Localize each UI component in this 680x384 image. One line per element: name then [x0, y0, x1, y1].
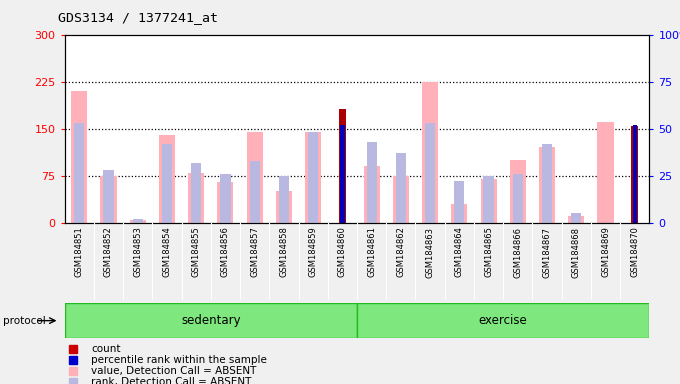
Text: GSM184870: GSM184870 — [630, 227, 639, 277]
Bar — [513, 174, 523, 223]
Bar — [632, 125, 637, 223]
Bar — [103, 170, 114, 223]
Text: rank, Detection Call = ABSENT: rank, Detection Call = ABSENT — [91, 377, 252, 384]
Bar — [568, 217, 584, 223]
Text: GSM184868: GSM184868 — [572, 227, 581, 278]
Bar — [631, 126, 639, 223]
Bar — [452, 204, 467, 223]
Bar — [101, 176, 116, 223]
Bar — [65, 303, 357, 338]
Bar — [539, 147, 555, 223]
Text: GSM184853: GSM184853 — [133, 227, 142, 277]
Text: GSM184864: GSM184864 — [455, 227, 464, 277]
Text: GSM184869: GSM184869 — [601, 227, 610, 277]
Bar — [71, 91, 87, 223]
Text: GSM184854: GSM184854 — [163, 227, 171, 277]
Text: GSM184851: GSM184851 — [75, 227, 84, 277]
Bar — [598, 122, 613, 223]
Bar — [220, 174, 231, 223]
Text: GSM184867: GSM184867 — [543, 227, 551, 278]
Text: GSM184855: GSM184855 — [192, 227, 201, 277]
Text: protocol: protocol — [3, 316, 46, 326]
Text: GSM184852: GSM184852 — [104, 227, 113, 277]
Bar — [454, 181, 464, 223]
Text: exercise: exercise — [479, 314, 528, 327]
Text: GSM184866: GSM184866 — [513, 227, 522, 278]
Text: GDS3134 / 1377241_at: GDS3134 / 1377241_at — [58, 12, 218, 25]
Text: GSM184863: GSM184863 — [426, 227, 435, 278]
Text: GSM184860: GSM184860 — [338, 227, 347, 277]
Bar — [250, 161, 260, 223]
Bar — [425, 123, 435, 223]
Bar — [367, 142, 377, 223]
Bar — [159, 135, 175, 223]
Bar — [396, 153, 406, 223]
Text: sedentary: sedentary — [181, 314, 241, 327]
Bar — [308, 132, 318, 223]
Bar — [74, 123, 84, 223]
Bar — [305, 132, 321, 223]
Text: GSM184861: GSM184861 — [367, 227, 376, 277]
Bar — [247, 132, 262, 223]
Bar — [481, 179, 496, 223]
Bar — [218, 182, 233, 223]
Bar — [542, 144, 552, 223]
Text: value, Detection Call = ABSENT: value, Detection Call = ABSENT — [91, 366, 256, 376]
Bar — [276, 191, 292, 223]
Text: GSM184857: GSM184857 — [250, 227, 259, 277]
Text: GSM184862: GSM184862 — [396, 227, 405, 277]
Bar — [188, 172, 204, 223]
Bar — [510, 160, 526, 223]
Text: GSM184865: GSM184865 — [484, 227, 493, 277]
Text: count: count — [91, 344, 120, 354]
Bar — [339, 109, 346, 223]
Bar — [133, 219, 143, 223]
Text: GSM184856: GSM184856 — [221, 227, 230, 277]
Bar — [571, 214, 581, 223]
Bar — [162, 144, 172, 223]
Bar — [422, 82, 438, 223]
Bar — [279, 176, 289, 223]
Text: GSM184858: GSM184858 — [279, 227, 288, 277]
Text: GSM184859: GSM184859 — [309, 227, 318, 277]
Bar — [130, 220, 146, 223]
Text: percentile rank within the sample: percentile rank within the sample — [91, 355, 267, 365]
Bar — [340, 125, 345, 223]
Bar — [364, 166, 379, 223]
Bar — [357, 303, 649, 338]
Bar — [483, 176, 494, 223]
Bar — [191, 162, 201, 223]
Bar — [393, 176, 409, 223]
